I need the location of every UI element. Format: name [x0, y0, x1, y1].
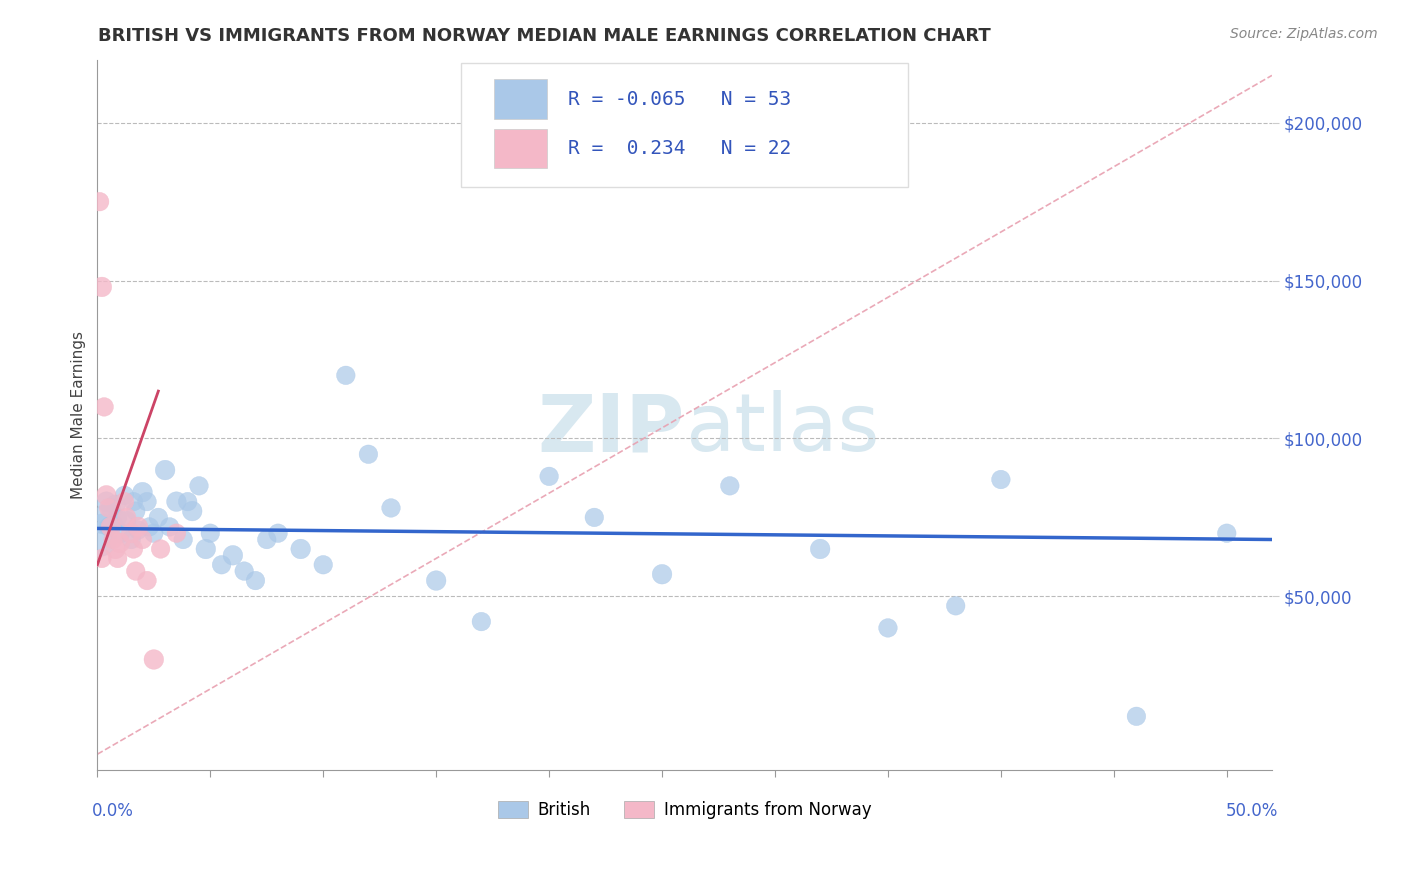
Point [194, 541, 217, 556]
Point [380, 500, 402, 515]
Point [108, 535, 131, 549]
Point [96, 494, 118, 508]
Point [188, 479, 211, 493]
FancyBboxPatch shape [495, 79, 547, 119]
Point [1125, 709, 1147, 723]
Point [808, 541, 831, 556]
Point [90, 280, 112, 294]
Point [97, 520, 120, 534]
Point [470, 615, 492, 629]
Point [357, 447, 380, 461]
Point [153, 463, 176, 477]
Point [990, 473, 1012, 487]
Point [945, 599, 967, 613]
Point [165, 526, 187, 541]
Legend: British, Immigrants from Norway: British, Immigrants from Norway [491, 794, 879, 826]
FancyBboxPatch shape [495, 128, 547, 168]
Point [104, 498, 127, 512]
Text: atlas: atlas [685, 390, 879, 468]
Point [115, 510, 138, 524]
Point [138, 520, 160, 534]
Point [100, 500, 122, 515]
Point [335, 368, 357, 383]
Point [651, 567, 673, 582]
Point [107, 551, 129, 566]
Point [122, 541, 145, 556]
Text: BRITISH VS IMMIGRANTS FROM NORWAY MEDIAN MALE EARNINGS CORRELATION CHART: BRITISH VS IMMIGRANTS FROM NORWAY MEDIAN… [98, 27, 991, 45]
Point [125, 504, 148, 518]
Point [172, 533, 194, 547]
Point [1216, 526, 1239, 541]
Text: Source: ZipAtlas.com: Source: ZipAtlas.com [1230, 27, 1378, 41]
Point [108, 526, 131, 541]
Point [290, 541, 312, 556]
Point [114, 488, 136, 502]
Point [165, 494, 187, 508]
Point [181, 504, 204, 518]
Text: 50.0%: 50.0% [1226, 802, 1278, 820]
FancyBboxPatch shape [461, 63, 908, 187]
Point [120, 533, 142, 547]
Point [233, 564, 256, 578]
Point [159, 520, 181, 534]
Point [312, 558, 335, 572]
Point [101, 516, 124, 531]
Point [100, 520, 122, 534]
Point [877, 621, 900, 635]
Point [425, 574, 447, 588]
Point [131, 533, 153, 547]
Point [120, 526, 142, 541]
Text: 0.0%: 0.0% [91, 802, 134, 820]
Point [93, 508, 115, 522]
Point [148, 510, 170, 524]
Point [136, 494, 159, 508]
Point [122, 494, 145, 508]
Point [245, 574, 267, 588]
Point [97, 500, 120, 515]
Point [583, 510, 606, 524]
Point [142, 652, 165, 666]
Point [267, 526, 290, 541]
Point [538, 469, 561, 483]
Point [177, 494, 200, 508]
Text: R = -0.065   N = 53: R = -0.065 N = 53 [568, 89, 792, 109]
Point [114, 494, 136, 508]
Point [131, 485, 153, 500]
Point [101, 533, 124, 547]
Point [115, 514, 138, 528]
Point [96, 488, 118, 502]
Y-axis label: Median Male Earnings: Median Male Earnings [72, 331, 86, 499]
Point [136, 574, 159, 588]
Point [125, 564, 148, 578]
Point [89, 194, 111, 209]
Point [127, 523, 149, 537]
Point [211, 558, 233, 572]
Point [142, 526, 165, 541]
Text: R =  0.234   N = 22: R = 0.234 N = 22 [568, 138, 792, 158]
Text: ZIP: ZIP [537, 390, 685, 468]
Point [200, 526, 222, 541]
Point [107, 510, 129, 524]
Point [222, 549, 245, 563]
Point [90, 551, 112, 566]
Point [93, 400, 115, 414]
Point [104, 541, 127, 556]
Point [718, 479, 741, 493]
Point [89, 533, 111, 547]
Point [127, 520, 149, 534]
Point [149, 541, 172, 556]
Point [90, 516, 112, 531]
Point [256, 533, 278, 547]
